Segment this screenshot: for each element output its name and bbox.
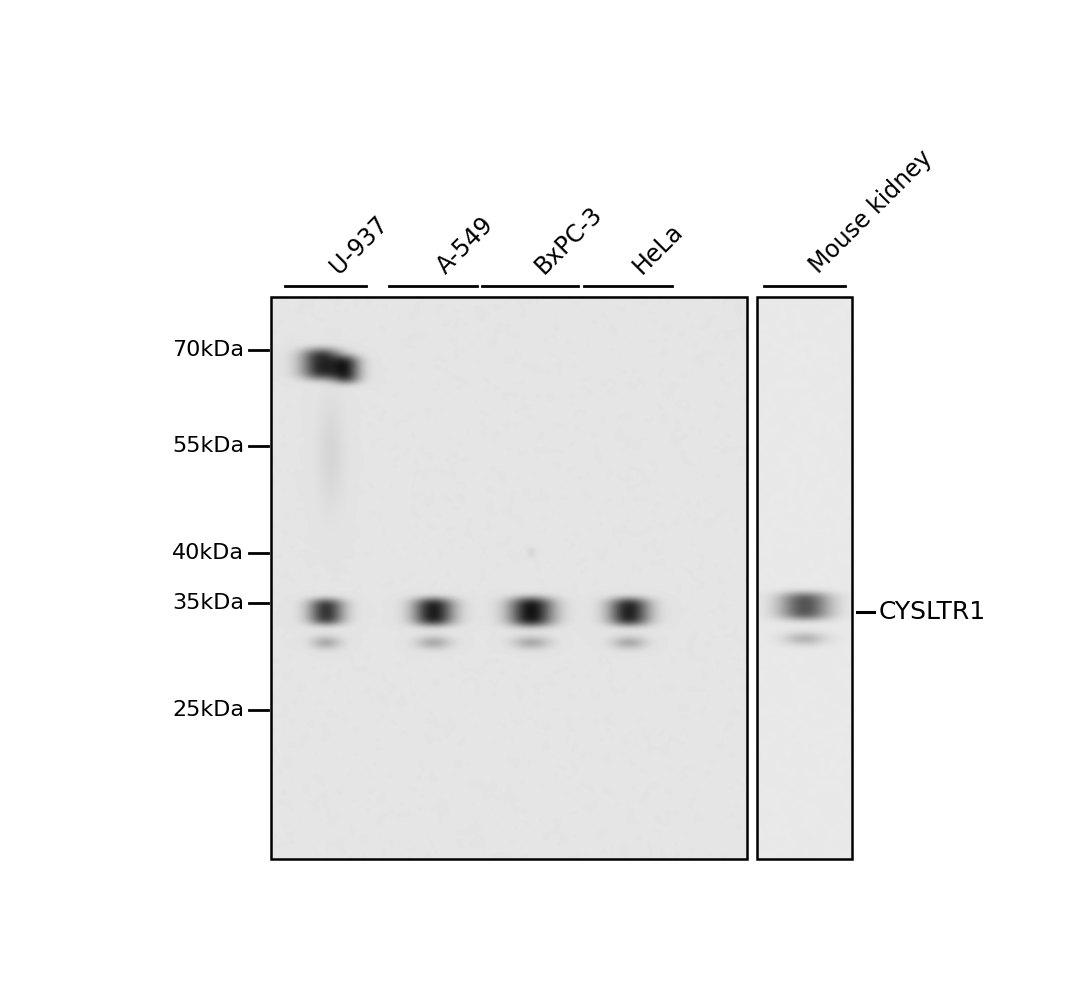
- Text: HeLa: HeLa: [629, 219, 688, 278]
- Text: U-937: U-937: [325, 212, 392, 278]
- Bar: [271, 296, 747, 859]
- Text: 55kDa: 55kDa: [172, 436, 244, 456]
- Text: 35kDa: 35kDa: [173, 593, 244, 613]
- Text: BxPC-3: BxPC-3: [530, 202, 607, 278]
- Bar: [757, 296, 852, 859]
- Text: 70kDa: 70kDa: [173, 340, 244, 360]
- Text: A-549: A-549: [433, 213, 499, 278]
- Text: 40kDa: 40kDa: [173, 543, 244, 563]
- Text: Mouse kidney: Mouse kidney: [805, 147, 936, 278]
- Text: 25kDa: 25kDa: [173, 700, 244, 720]
- Text: CYSLTR1: CYSLTR1: [878, 600, 985, 624]
